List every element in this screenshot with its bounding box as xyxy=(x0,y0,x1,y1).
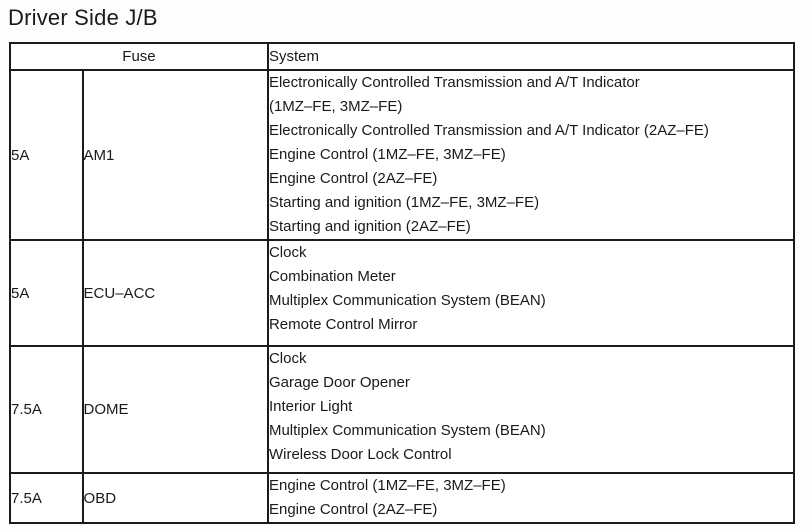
fuse-name: ECU–ACC xyxy=(81,239,269,347)
system-item: Remote Control Mirror xyxy=(268,316,418,333)
system-cell: Clock Combination Meter Multiplex Commun… xyxy=(266,239,796,347)
column-header-fuse: Fuse xyxy=(9,42,269,71)
system-item: Multiplex Communication System (BEAN) xyxy=(268,292,546,309)
system-item: Clock xyxy=(268,350,307,367)
system-item: Engine Control (1MZ–FE, 3MZ–FE) xyxy=(268,146,506,163)
system-item: Clock xyxy=(268,244,307,261)
page-title: Driver Side J/B xyxy=(8,5,158,30)
system-item: Garage Door Opener xyxy=(268,374,410,391)
system-cell: Electronically Controlled Transmission a… xyxy=(266,69,796,241)
system-item: Engine Control (1MZ–FE, 3MZ–FE) xyxy=(268,477,506,494)
table-row: 7.5A OBD Engine Control (1MZ–FE, 3MZ–FE)… xyxy=(9,472,796,524)
system-item: Electronically Controlled Transmission a… xyxy=(268,122,709,139)
system-item: Starting and ignition (2AZ–FE) xyxy=(268,218,471,235)
system-cell: Engine Control (1MZ–FE, 3MZ–FE) Engine C… xyxy=(266,472,796,524)
column-header-system: System xyxy=(266,42,796,71)
system-cell: Clock Garage Door Opener Interior Light … xyxy=(266,345,796,474)
system-item: Combination Meter xyxy=(268,268,396,285)
fuse-amp: 5A xyxy=(9,69,84,241)
fuse-amp: 7.5A xyxy=(9,345,84,474)
fuse-amp: 7.5A xyxy=(9,472,84,524)
system-item: Electronically Controlled Transmission a… xyxy=(268,74,640,115)
table-header-row: Fuse System xyxy=(9,42,796,71)
fuse-table: Fuse System 5A AM1 Electronically Contro… xyxy=(9,42,796,524)
fuse-amp: 5A xyxy=(9,239,84,347)
table-row: 5A ECU–ACC Clock Combination Meter Multi… xyxy=(9,239,796,347)
table-row: 7.5A DOME Clock Garage Door Opener Inter… xyxy=(9,345,796,474)
table-row: 5A AM1 Electronically Controlled Transmi… xyxy=(9,69,796,241)
system-item: Engine Control (2AZ–FE) xyxy=(268,170,438,187)
fuse-name: OBD xyxy=(81,472,269,524)
system-item: Wireless Door Lock Control xyxy=(268,446,452,463)
system-item: Starting and ignition (1MZ–FE, 3MZ–FE) xyxy=(268,194,540,211)
fuse-name: AM1 xyxy=(81,69,269,241)
system-item: Engine Control (2AZ–FE) xyxy=(268,501,438,518)
system-item: Multiplex Communication System (BEAN) xyxy=(268,422,546,439)
fuse-name: DOME xyxy=(81,345,269,474)
system-item: Interior Light xyxy=(268,398,353,415)
